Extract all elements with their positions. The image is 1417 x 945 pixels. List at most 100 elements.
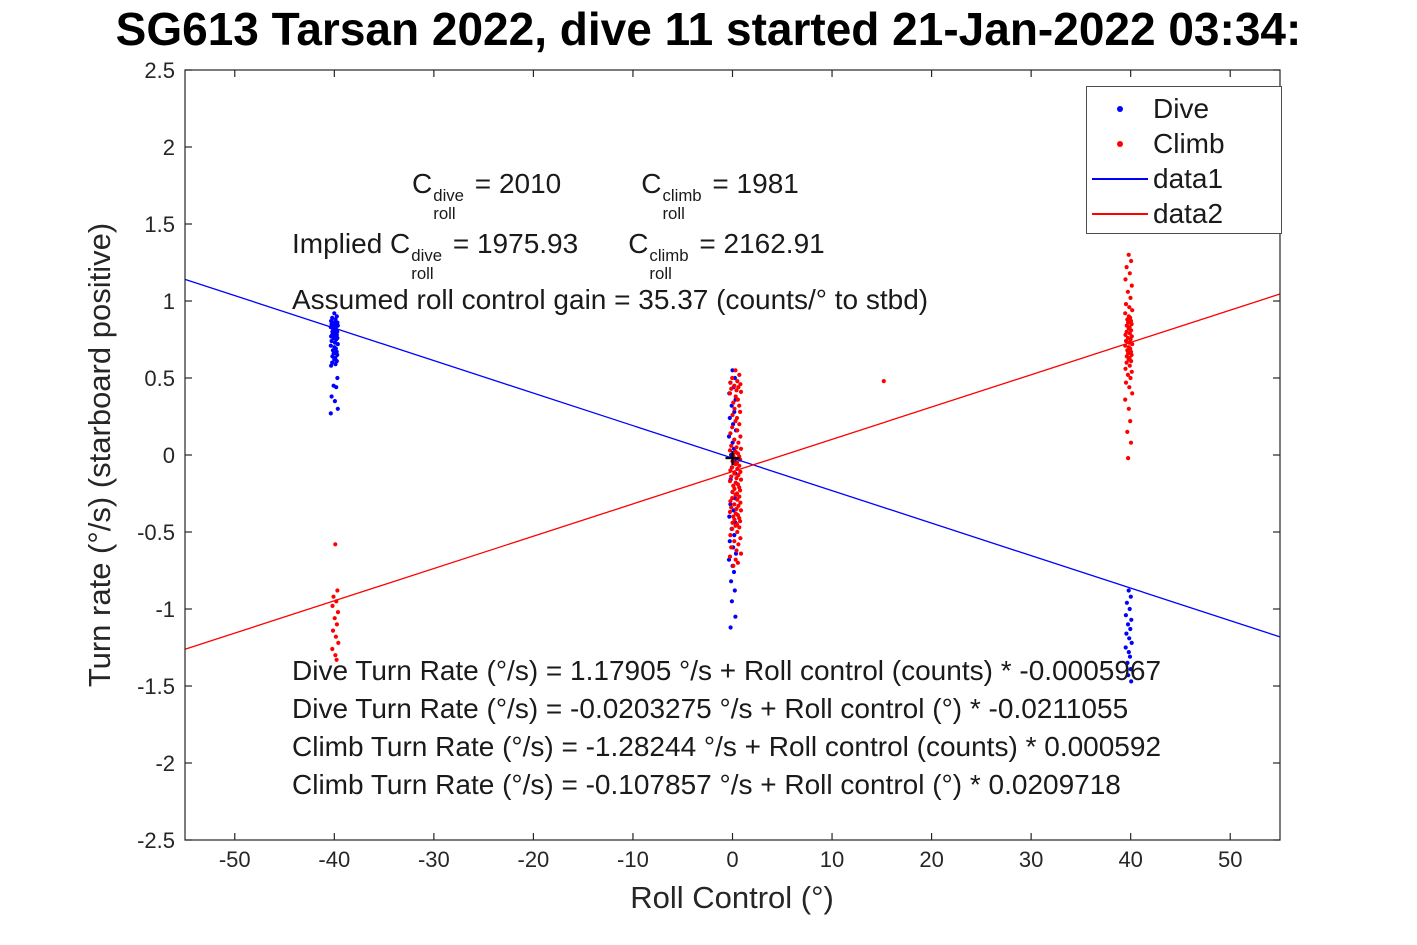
scatter-point-climb: [738, 409, 743, 414]
legend-item-data1: data1: [1087, 161, 1281, 196]
scatter-point-climb: [1123, 302, 1129, 307]
scatter-point-climb: [730, 520, 735, 525]
scatter-point-climb: [734, 506, 739, 511]
scatter-point-climb: [730, 375, 735, 381]
scatter-point-climb: [1128, 295, 1133, 300]
scatter-point-climb: [738, 500, 743, 505]
scatter-point-climb: [737, 463, 742, 468]
scatter-point-climb: [732, 486, 737, 491]
scatter-point-climb: [732, 539, 737, 544]
scatter-point-dive: [728, 625, 733, 630]
scatter-point-dive: [328, 411, 333, 416]
scatter-point-climb: [738, 469, 743, 474]
scatter-point-dive: [1128, 594, 1133, 599]
coeff-c-dive: C: [412, 168, 433, 199]
scatter-point-climb: [1127, 271, 1132, 276]
scatter-point-climb: [1129, 359, 1134, 364]
scatter-point-climb: [734, 445, 739, 450]
x-tick-label: -10: [617, 847, 649, 872]
scatter-point-dive: [335, 375, 340, 381]
scatter-point-climb: [735, 560, 741, 565]
scatter-point-dive: [333, 362, 338, 367]
scatter-point-climb: [332, 616, 337, 621]
scatter-point-climb: [1128, 419, 1133, 424]
scatter-point-climb: [730, 526, 735, 532]
scatter-point-climb: [738, 519, 743, 524]
scatter-point-climb: [736, 385, 741, 390]
scatter-point-climb: [1130, 391, 1135, 396]
scatter-point-dive: [1123, 613, 1128, 618]
scatter-point-climb: [331, 594, 336, 599]
scatter-point-climb: [1129, 352, 1134, 357]
scatter-point-climb: [1125, 429, 1130, 434]
x-tick-label: 30: [1019, 847, 1043, 872]
coeff-dive-subsup: dive roll: [433, 186, 465, 224]
scatter-point-climb: [727, 509, 733, 515]
scatter-point-climb: [738, 382, 743, 387]
x-tick-label: 0: [726, 847, 738, 872]
y-tick-label: -2: [155, 751, 175, 776]
scatter-point-climb: [738, 477, 744, 482]
scatter-point-climb: [738, 488, 743, 493]
y-tick-label: -1: [155, 597, 175, 622]
scatter-point-dive: [335, 406, 340, 411]
scatter-point-climb: [733, 368, 738, 373]
x-tick-label: -30: [418, 847, 450, 872]
scatter-point-climb: [1129, 283, 1134, 288]
scatter-point-climb: [737, 403, 742, 408]
scatter-point-climb: [737, 422, 742, 427]
scatter-point-dive: [1126, 650, 1131, 655]
scatter-point-climb: [732, 471, 737, 476]
legend-item-dive: Dive: [1087, 91, 1281, 126]
y-tick-label: -0.5: [137, 520, 175, 545]
legend-label-dive: Dive: [1153, 92, 1210, 124]
scatter-point-climb: [732, 517, 737, 522]
scatter-point-climb: [730, 412, 735, 418]
scatter-point-dive: [333, 317, 338, 322]
x-axis-label: Roll Control (°): [630, 880, 834, 915]
legend-item-climb: Climb: [1087, 126, 1281, 161]
scatter-point-climb: [729, 545, 734, 550]
scatter-point-dive: [1125, 622, 1131, 627]
scatter-point-climb: [735, 529, 740, 535]
scatter-point-dive: [329, 338, 334, 344]
scatter-point-climb: [727, 554, 733, 559]
scatter-point-dive: [732, 409, 737, 414]
y-tick-label: -2.5: [137, 828, 175, 853]
scatter-point-climb: [734, 476, 739, 481]
implied-dive-value: = 1975.93: [445, 228, 579, 259]
scatter-point-climb: [737, 525, 742, 530]
scatter-point-dive: [328, 343, 333, 348]
scatter-point-climb: [334, 657, 339, 662]
scatter-point-climb: [1129, 369, 1134, 374]
legend-label-data2: data2: [1153, 197, 1224, 229]
gain-annotation: Assumed roll control gain = 35.37 (count…: [292, 284, 929, 315]
scatter-point-climb: [729, 386, 734, 391]
scatter-point-climb: [733, 492, 738, 498]
scatter-point-climb: [731, 563, 736, 569]
climb-eq-deg: Climb Turn Rate (°/s) = -0.107857 °/s + …: [292, 769, 1121, 800]
scatter-point-climb: [729, 443, 734, 448]
scatter-point-climb: [736, 472, 741, 478]
scatter-point-climb: [1126, 456, 1131, 461]
scatter-point-climb: [736, 440, 741, 445]
dive-eq-deg: Dive Turn Rate (°/s) = -0.0203275 °/s + …: [292, 693, 1129, 724]
scatter-point-dive: [1129, 617, 1134, 622]
data2-line-icon: [1087, 212, 1153, 215]
scatter-point-climb: [727, 391, 733, 396]
scatter-point-dive: [727, 415, 732, 421]
legend: Dive Climb data1 data2: [1086, 86, 1282, 234]
scatter-point-climb: [1127, 331, 1132, 336]
y-tick-label: -1.5: [137, 674, 175, 699]
implied-c-climb: C: [628, 228, 649, 259]
scatter-point-dive: [1128, 667, 1133, 672]
y-tick-label: 2: [163, 135, 175, 160]
scatter-point-climb: [335, 588, 340, 593]
scatter-point-climb: [1127, 305, 1132, 310]
scatter-point-climb: [728, 533, 733, 538]
scatter-point-climb: [730, 425, 735, 430]
legend-label-data1: data1: [1153, 162, 1224, 194]
scatter-point-dive: [335, 323, 340, 328]
scatter-point-dive: [329, 394, 334, 399]
chart-title: SG613 Tarsan 2022, dive 11 started 21-Ja…: [115, 3, 1302, 55]
